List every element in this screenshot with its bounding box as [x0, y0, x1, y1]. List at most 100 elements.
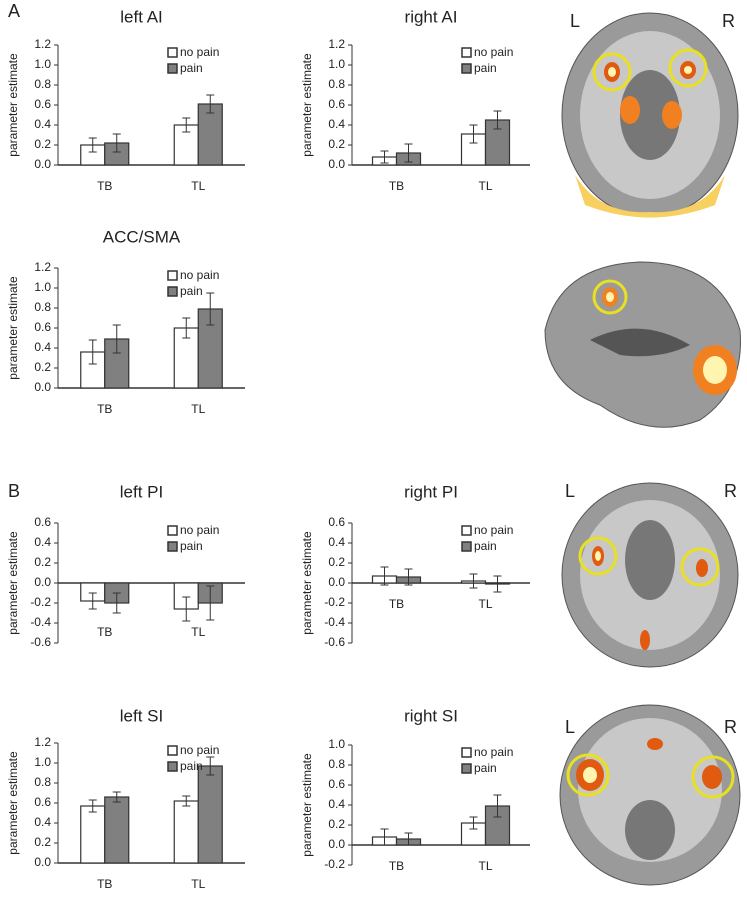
- y-axis-label: parameter estimate: [300, 531, 314, 635]
- hemisphere-label: L: [570, 11, 580, 31]
- y-tick-label: 0.6: [34, 320, 51, 334]
- x-tick-label: TB: [97, 625, 112, 639]
- y-tick-label: 0.2: [34, 360, 51, 374]
- error-bar: [112, 324, 121, 354]
- error-bar: [182, 317, 191, 339]
- y-tick-label: 0.6: [34, 795, 51, 809]
- y-tick-label: 1.0: [328, 737, 345, 751]
- y-tick-label: 0.4: [34, 340, 51, 354]
- y-axis-label: parameter estimate: [300, 753, 314, 857]
- legend-swatch: [167, 525, 178, 536]
- error-bar: [493, 794, 502, 818]
- x-tick-label: TL: [478, 179, 492, 193]
- y-tick-label: 1.0: [34, 57, 51, 71]
- legend-label: no pain: [180, 268, 219, 282]
- y-axis-label: parameter estimate: [6, 751, 20, 855]
- brain-image: L R: [559, 704, 741, 886]
- y-tick-label: 0.2: [328, 555, 345, 569]
- y-tick-label: 1.2: [328, 37, 345, 51]
- y-tick-label: 0.2: [34, 555, 51, 569]
- x-tick-label: TB: [97, 179, 112, 193]
- legend-swatch: [167, 63, 178, 74]
- error-bar: [380, 150, 389, 164]
- y-tick-label: -0.2: [324, 595, 345, 609]
- hemisphere-label: R: [724, 481, 737, 501]
- y-axis-label: parameter estimate: [300, 53, 314, 157]
- legend-swatch: [461, 747, 472, 758]
- chart-title: right SI: [404, 706, 458, 725]
- hemisphere-label: R: [722, 11, 735, 31]
- y-tick-label: 0.4: [34, 535, 51, 549]
- legend-label: pain: [180, 284, 203, 298]
- legend-label: pain: [474, 761, 497, 775]
- y-tick-label: 1.2: [34, 37, 51, 51]
- hemisphere-label: R: [724, 717, 737, 737]
- y-tick-label: 0.6: [328, 515, 345, 529]
- legend-label: no pain: [180, 743, 219, 757]
- y-tick-label: 0.0: [34, 855, 51, 869]
- y-tick-label: 1.0: [34, 755, 51, 769]
- y-tick-label: 0.4: [34, 815, 51, 829]
- error-bar: [206, 585, 215, 621]
- legend-label: no pain: [180, 45, 219, 59]
- bar: [197, 103, 223, 166]
- error-bar: [182, 596, 191, 622]
- chart-title: ACC/SMA: [103, 227, 181, 246]
- panel-label: B: [8, 481, 20, 501]
- y-tick-label: 0.8: [34, 775, 51, 789]
- y-tick-label: 0.0: [328, 837, 345, 851]
- error-bar: [469, 816, 478, 830]
- y-tick-label: 0.8: [34, 77, 51, 91]
- y-tick-label: 0.6: [34, 97, 51, 111]
- error-bar: [182, 795, 191, 807]
- y-tick-label: 0.8: [328, 77, 345, 91]
- error-bar: [112, 133, 121, 153]
- y-tick-label: 0.2: [328, 137, 345, 151]
- error-bar: [404, 568, 413, 586]
- y-tick-label: 0.0: [34, 380, 51, 394]
- legend-label: pain: [474, 539, 497, 553]
- y-tick-label: 0.4: [328, 797, 345, 811]
- error-bar: [404, 832, 413, 846]
- y-tick-label: 0.0: [328, 575, 345, 589]
- x-tick-label: TL: [191, 179, 205, 193]
- y-tick-label: 0.0: [34, 157, 51, 171]
- chart-title: right AI: [405, 7, 458, 26]
- error-bar: [469, 124, 478, 144]
- y-tick-label: 1.0: [34, 280, 51, 294]
- bar: [80, 805, 106, 864]
- error-bar: [112, 592, 121, 614]
- y-tick-label: -0.6: [30, 635, 51, 649]
- y-tick-label: 0.6: [328, 97, 345, 111]
- y-tick-label: 0.2: [328, 817, 345, 831]
- error-bar: [206, 756, 215, 776]
- y-tick-label: -0.6: [324, 635, 345, 649]
- y-tick-label: 1.2: [34, 260, 51, 274]
- bar: [197, 765, 223, 864]
- y-tick-label: 0.2: [34, 835, 51, 849]
- legend-swatch: [167, 286, 178, 297]
- error-bar: [380, 828, 389, 846]
- legend-label: pain: [180, 539, 203, 553]
- legend-label: pain: [180, 61, 203, 75]
- y-tick-label: -0.4: [30, 615, 51, 629]
- y-tick-label: 0.4: [328, 535, 345, 549]
- error-bar: [88, 137, 97, 153]
- y-tick-label: -0.4: [324, 615, 345, 629]
- x-tick-label: TL: [191, 402, 205, 416]
- x-tick-label: TL: [191, 877, 205, 891]
- legend-label: no pain: [180, 523, 219, 537]
- chart-title: left SI: [120, 706, 163, 725]
- legend-swatch: [167, 541, 178, 552]
- legend-swatch: [461, 47, 472, 58]
- x-tick-label: TB: [389, 179, 404, 193]
- y-axis-label: parameter estimate: [6, 53, 20, 157]
- y-tick-label: 0.8: [34, 300, 51, 314]
- legend-swatch: [167, 745, 178, 756]
- x-tick-label: TL: [191, 625, 205, 639]
- hemisphere-label: L: [565, 717, 575, 737]
- y-axis-label: parameter estimate: [6, 531, 20, 635]
- error-bar: [112, 791, 121, 803]
- x-tick-label: TB: [389, 859, 404, 873]
- y-tick-label: 0.0: [34, 575, 51, 589]
